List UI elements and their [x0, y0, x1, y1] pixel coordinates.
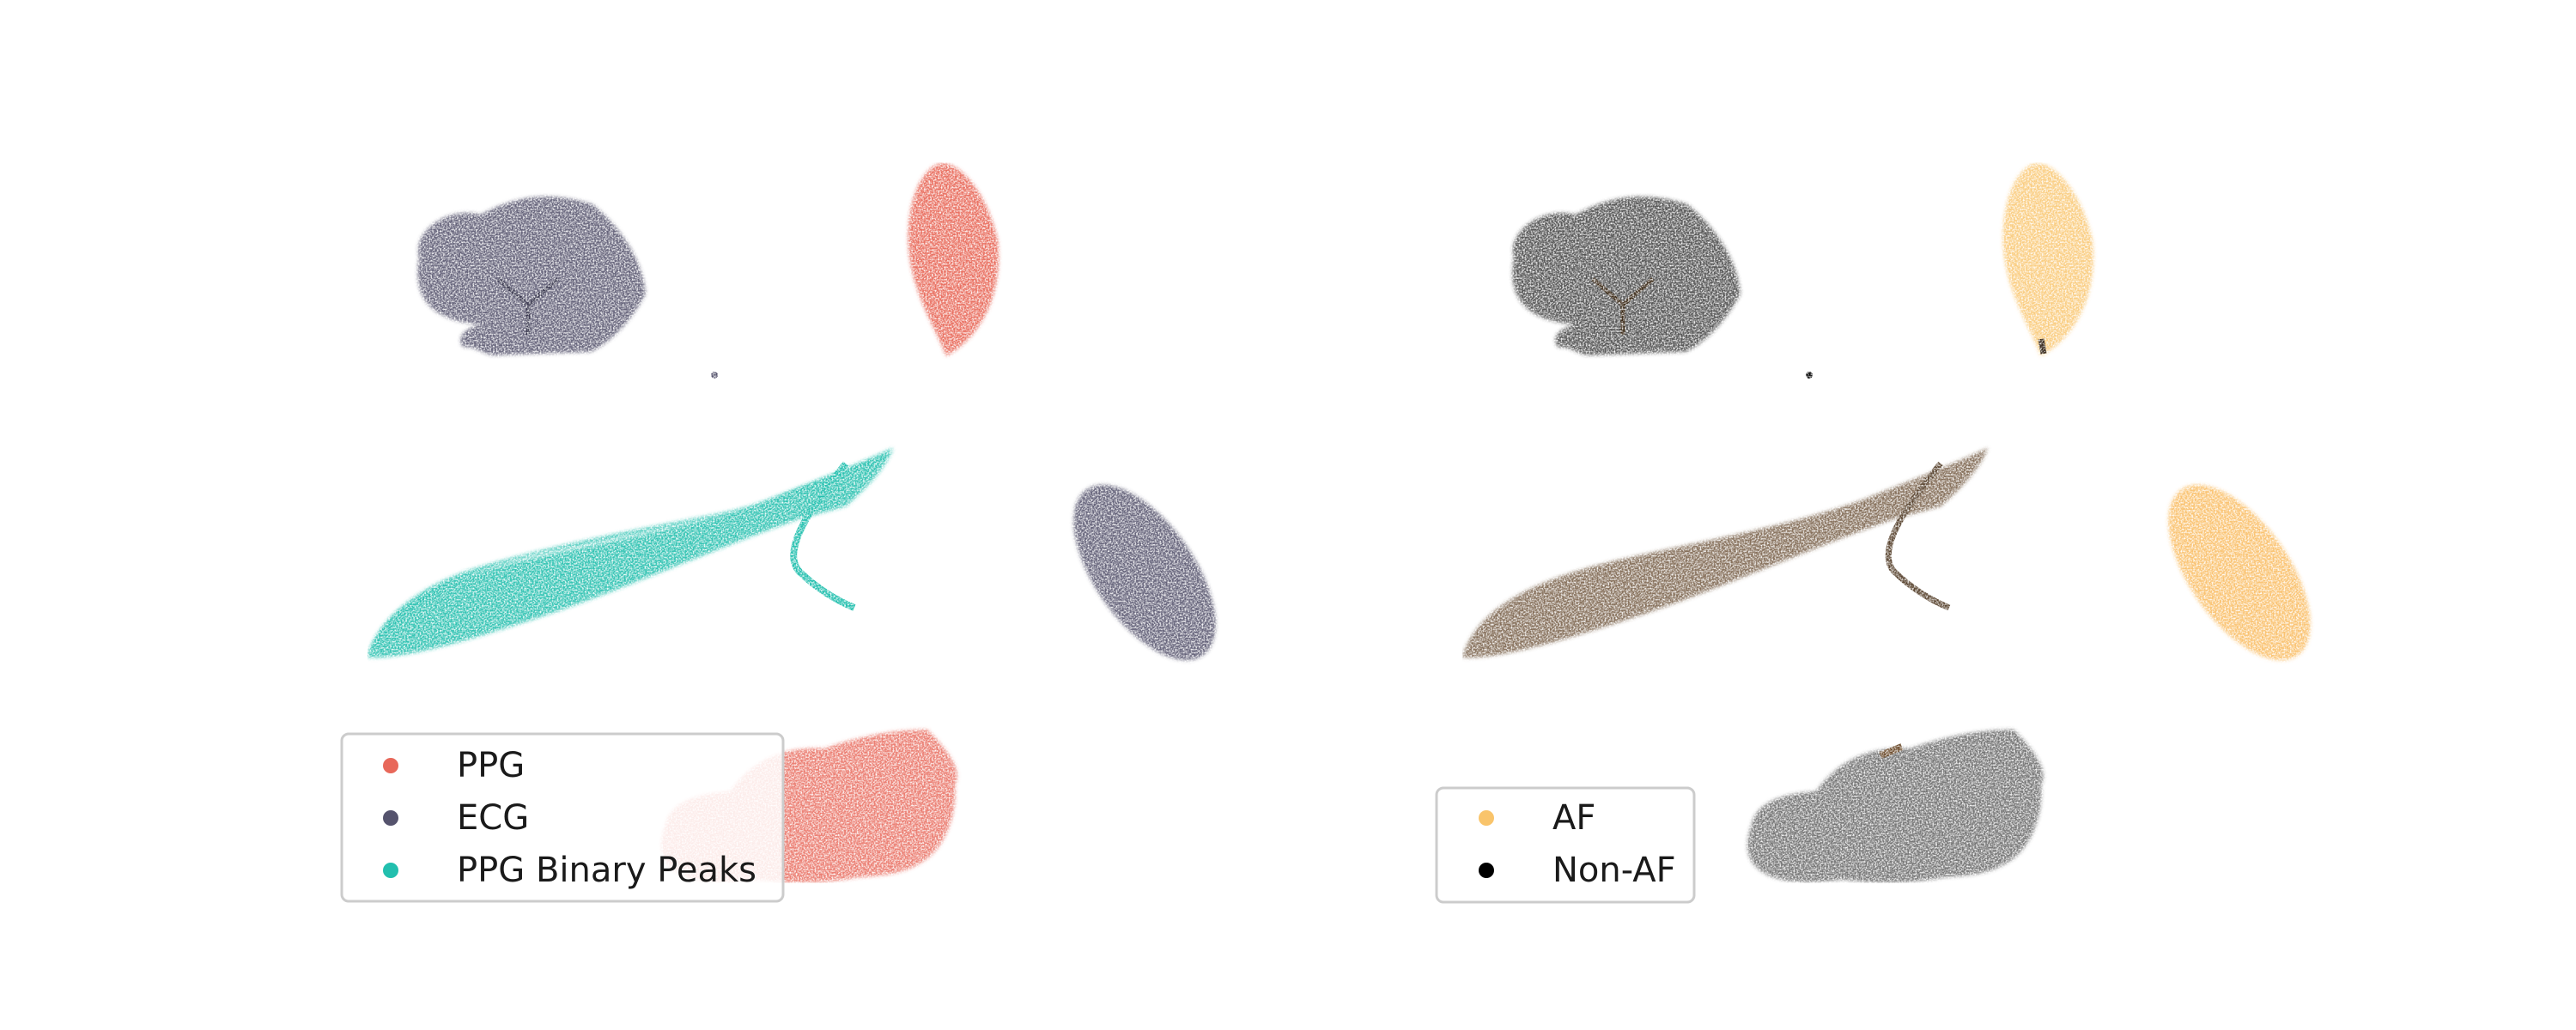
legend-right: AF Non-AF — [1435, 786, 1696, 904]
cluster-nonaf-bottom — [1747, 730, 2044, 883]
cluster-ecg-right — [1073, 484, 1216, 661]
cluster-ecg-top — [417, 196, 646, 355]
legend-label-ppg-binary-peaks: PPG Binary Peaks — [457, 851, 756, 890]
legend-left: PPG ECG PPG Binary Peaks — [340, 732, 785, 903]
cluster-nonaf-top — [1512, 196, 1741, 355]
legend-left-frame — [340, 732, 785, 903]
cluster-mixed-fin-tail — [1885, 461, 1951, 611]
left-panel: PPG ECG PPG Binary Peaks — [340, 162, 1216, 903]
legend-marker-ppg-binary-peaks — [383, 863, 398, 878]
legend-label-ppg: PPG — [457, 746, 525, 785]
cluster-ppg-top — [908, 162, 999, 356]
legend-marker-ppg — [383, 758, 398, 773]
legend-label-non-af: Non-AF — [1552, 851, 1676, 890]
cluster-mixed-fin-body — [1462, 448, 1988, 658]
cluster-af-right — [2168, 484, 2311, 661]
cluster-ppg-binary-peaks-body — [368, 448, 893, 658]
legend-entry-ppg-binary-peaks: PPG Binary Peaks — [383, 851, 756, 890]
cluster-af-top — [2002, 162, 2094, 356]
legend-right-frame — [1435, 786, 1696, 904]
right-panel: AF Non-AF — [1435, 162, 2311, 904]
stray-point-left — [711, 372, 718, 379]
legend-marker-af — [1479, 810, 1494, 826]
cluster-nonaf-top-vein — [1591, 277, 1655, 335]
left-clusters — [368, 162, 1216, 883]
legend-marker-ecg — [383, 810, 398, 826]
right-clusters — [1462, 162, 2311, 883]
cluster-ecg-top-vein — [496, 277, 560, 335]
legend-entry-af: AF — [1479, 798, 1595, 838]
cluster-nonaf-bottom-mark — [1879, 743, 1904, 759]
stray-point-right — [1806, 372, 1813, 379]
legend-marker-non-af — [1479, 863, 1494, 878]
legend-entry-non-af: Non-AF — [1479, 851, 1676, 890]
legend-entry-ecg: ECG — [383, 798, 529, 838]
legend-label-af: AF — [1552, 798, 1595, 838]
legend-label-ecg: ECG — [457, 798, 529, 838]
legend-entry-ppg: PPG — [383, 746, 525, 785]
cluster-ppg-binary-peaks-tail — [790, 461, 856, 611]
cluster-af-top-tip — [2038, 338, 2047, 354]
